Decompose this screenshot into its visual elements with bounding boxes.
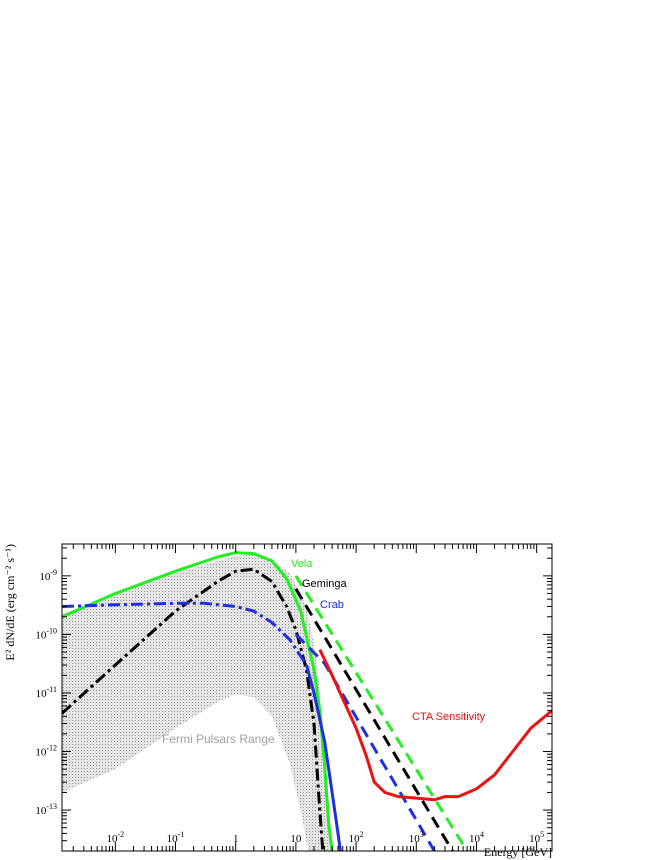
series-geminga-dashdot-line xyxy=(62,567,325,851)
cta-sensitivity-label: CTA Sensitivity xyxy=(412,711,486,723)
series-cta-sensitivity-solid-line xyxy=(318,648,552,802)
series-crab-dashed-line xyxy=(294,633,436,851)
x-tick-label: 105 xyxy=(529,830,544,845)
series-crab-solid-line xyxy=(305,664,342,851)
x-tick-label: 10-2 xyxy=(106,830,124,845)
fermi-pulsars-range-band xyxy=(62,554,333,851)
x-axis-title: Energy [GeV] xyxy=(484,845,552,859)
x-tick-label: 1 xyxy=(233,833,239,845)
geminga-label: Geminga xyxy=(302,578,348,590)
vela-label: Vela xyxy=(291,558,313,570)
y-tick-label: 10-10 xyxy=(35,626,57,641)
x-tick-label: 103 xyxy=(409,830,424,845)
series-vela-solid-line xyxy=(62,551,334,851)
fermi-range-label: Fermi Pulsars Range xyxy=(162,732,275,746)
series-geminga-dashed-line xyxy=(294,588,454,851)
series-layer xyxy=(62,551,552,851)
y-tick-label: 10-13 xyxy=(35,802,57,817)
x-tick-label: 104 xyxy=(469,830,484,845)
plot-frame xyxy=(61,543,553,852)
fermi-range-band-layer xyxy=(62,554,333,851)
y-tick-label: 10-9 xyxy=(39,568,57,583)
crab-label: Crab xyxy=(320,599,344,611)
series-vela-dashed-line xyxy=(294,575,469,851)
series-crab-dashdot-line xyxy=(62,601,308,666)
y-tick-label: 10-11 xyxy=(36,685,57,700)
x-tick-label: 10 xyxy=(290,833,302,845)
x-tick-label: 102 xyxy=(349,830,364,845)
x-tick-label: 10-1 xyxy=(167,830,185,845)
y-axis-title: E² dN/dE (erg cm⁻² s⁻¹) xyxy=(3,544,17,661)
y-tick-label: 10-12 xyxy=(35,744,57,759)
x-axis: 10-2 10-1 1 10 102 103 104 105 xyxy=(72,544,544,851)
